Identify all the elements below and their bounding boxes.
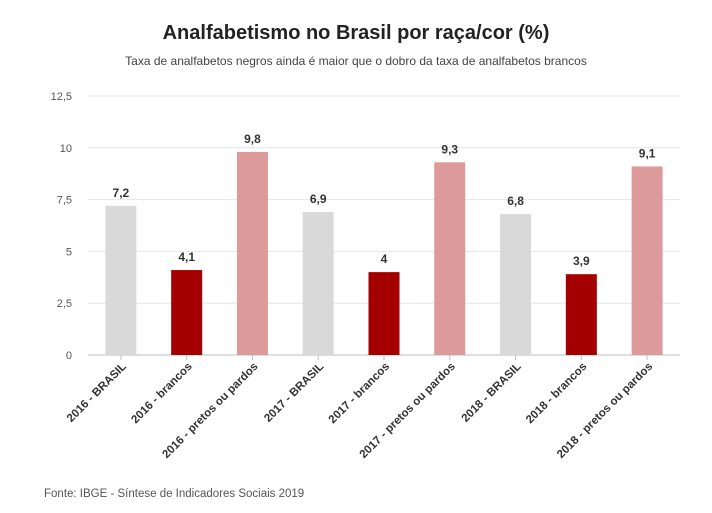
y-tick-label: 10 xyxy=(60,143,72,155)
bar xyxy=(302,212,334,355)
bar-chart: 0 2,5 5 7,5 10 12,5 7,2 4,1 9,8 6,9 4 9,3 6,8 3,9 9,1… xyxy=(51,91,680,461)
bar xyxy=(171,270,203,355)
y-tick-label: 7,5 xyxy=(57,195,72,207)
bar xyxy=(631,166,663,355)
data-label: 4 xyxy=(381,252,388,266)
data-label: 7,2 xyxy=(113,186,130,200)
y-tick-label: 12,5 xyxy=(51,91,72,103)
data-label: 3,9 xyxy=(573,254,590,268)
bar xyxy=(500,214,532,355)
data-label: 6,8 xyxy=(507,194,524,208)
x-tick-label: 2017 - brancos xyxy=(327,361,392,426)
y-axis: 0 2,5 5 7,5 10 12,5 xyxy=(51,91,72,362)
y-tick-label: 5 xyxy=(66,246,72,258)
bars xyxy=(105,151,663,355)
data-label: 4,1 xyxy=(178,250,195,264)
chart-title: Analfabetismo no Brasil por raça/cor (%) xyxy=(162,22,550,44)
bar xyxy=(434,162,466,355)
bar xyxy=(105,205,137,355)
y-tick-label: 2,5 xyxy=(57,298,72,310)
x-tick-label: 2017 - BRASIL xyxy=(262,361,326,425)
bar xyxy=(368,272,400,355)
x-tick-label: 2018 - brancos xyxy=(524,361,589,426)
x-tick-label: 2016 - brancos xyxy=(129,361,194,426)
y-tick-label: 0 xyxy=(66,350,72,362)
bar xyxy=(236,151,268,355)
data-label: 6,9 xyxy=(310,192,327,206)
data-label: 9,8 xyxy=(244,132,261,146)
bar xyxy=(565,274,597,355)
x-tick-label: 2016 - BRASIL xyxy=(65,361,129,425)
data-label: 9,1 xyxy=(639,146,656,160)
chart-subtitle: Taxa de analfabetos negros ainda é maior… xyxy=(125,54,587,68)
data-labels: 7,2 4,1 9,8 6,9 4 9,3 6,8 3,9 9,1 xyxy=(113,132,656,268)
source-note: Fonte: IBGE - Síntese de Indicadores Soc… xyxy=(44,488,305,500)
data-label: 9,3 xyxy=(441,142,458,156)
x-tick-label: 2018 - BRASIL xyxy=(460,361,524,425)
